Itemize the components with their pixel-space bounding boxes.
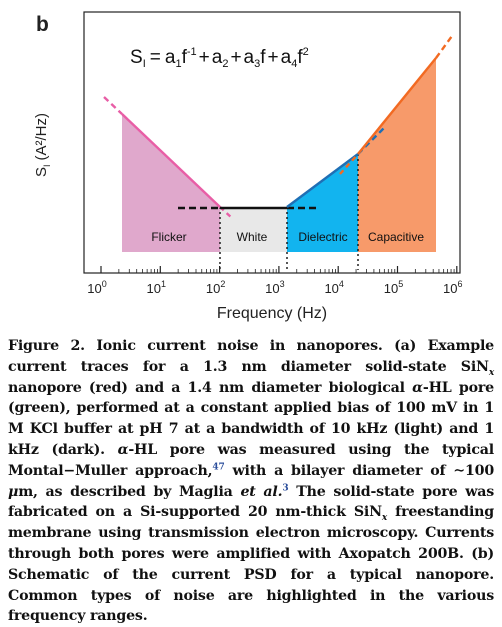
caption-text: -HL pore was measured using the typical … <box>8 441 494 479</box>
psd-equation: SI = a1f-1 + a2 + a3f + a4f2 <box>130 46 309 70</box>
caption-figure-number: Figure 2. <box>8 338 85 354</box>
caption-italic: α <box>412 379 423 396</box>
caption-text: The solid-state pore was fabricated on a… <box>8 483 494 521</box>
x-tick-label: 105 <box>384 279 403 296</box>
region-label-capacitive: Capacitive <box>368 230 424 244</box>
x-tick-label: 103 <box>265 279 284 296</box>
psd-schematic-figure: b SI = a1f-1 + a2 + a3f + a4f2 Flicker White Die… <box>33 11 463 322</box>
x-tick-label: 104 <box>324 279 343 296</box>
caption-italic: α <box>117 441 129 458</box>
white-region <box>220 207 287 252</box>
svg-text:SI=a1f-1+a2+a3f+a4f2: SI = a1f-1 + a2 + a3f + a4f2 <box>130 46 309 70</box>
caption-text: freestanding membrane using transmission… <box>8 504 494 625</box>
capacitive-noise-extension-low <box>339 153 359 175</box>
caption-text: with a bilayer diameter of ∼100 <box>224 462 495 479</box>
x-tick-label: 106 <box>443 279 462 296</box>
capacitive-noise-extension <box>435 35 453 59</box>
caption-text: -HL pore (green), performed at a constan… <box>8 379 494 458</box>
caption-sub: x <box>381 513 388 524</box>
x-tick-label: 100 <box>87 279 106 296</box>
panel-label: b <box>36 13 49 36</box>
caption-title: Ionic current noise in nanopores. <box>96 338 383 354</box>
flicker-noise-line <box>121 113 221 208</box>
x-axis-tick-labels: 100 101 102 103 104 105 106 <box>87 279 462 296</box>
svg-text:SI(A²/Hz): SI(A²/Hz) <box>33 113 52 177</box>
caption-text: (a) Example current traces for a 1.3 nm … <box>8 338 494 375</box>
capacitive-region <box>358 58 436 252</box>
region-label-dielectric: Dielectric <box>298 230 347 244</box>
citation-link[interactable]: 3 <box>282 482 289 493</box>
x-tick-label: 101 <box>147 279 166 296</box>
caption-text: nanopore (red) and a 1.4 nm diameter bio… <box>8 379 413 396</box>
y-axis-label: SI(A²/Hz) <box>33 113 52 177</box>
x-axis-ticks <box>100 266 458 273</box>
caption-italic: et al. <box>240 483 283 500</box>
caption-text: m, as described by Maglia <box>18 483 241 500</box>
caption-italic: μ <box>8 483 19 500</box>
dielectric-region <box>287 154 358 252</box>
x-axis-label: Frequency (Hz) <box>217 305 327 322</box>
figure-caption: Figure 2. Ionic current noise in nanopor… <box>8 336 494 627</box>
region-label-flicker: Flicker <box>151 230 186 244</box>
citation-link[interactable]: 47 <box>212 462 225 473</box>
flicker-region <box>122 114 220 252</box>
capacitive-noise-line <box>357 57 437 155</box>
region-label-white: White <box>237 230 268 244</box>
flicker-noise-extension <box>103 96 123 115</box>
plot-frame <box>83 11 461 274</box>
dielectric-noise-extension <box>357 125 387 155</box>
x-tick-label: 102 <box>206 279 225 296</box>
caption-sub: x <box>488 367 494 378</box>
dielectric-noise-line <box>286 153 359 208</box>
